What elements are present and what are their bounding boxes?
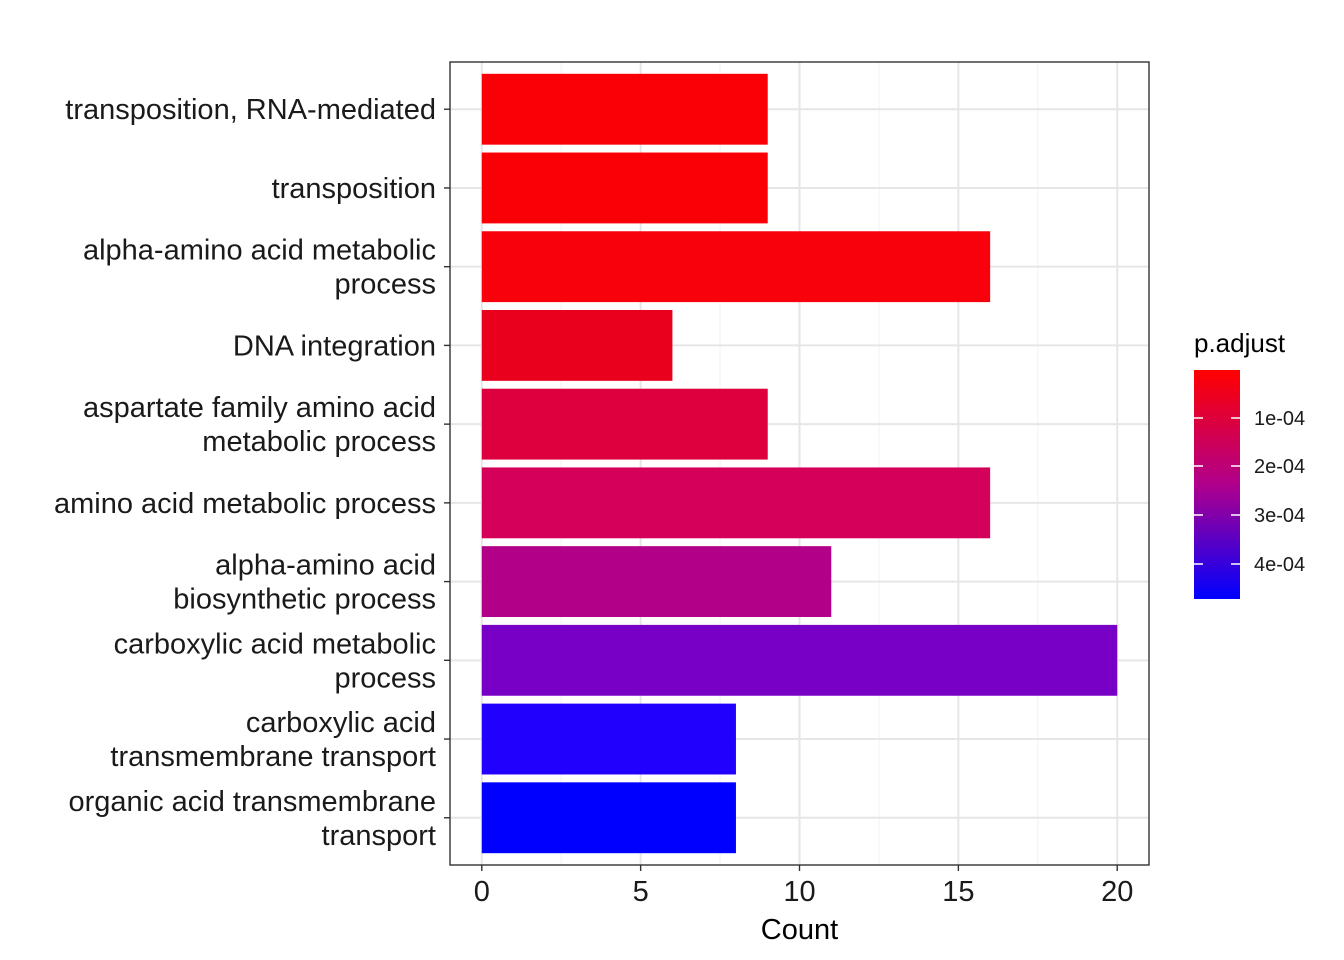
x-tick-label: 5	[633, 876, 649, 908]
y-tick-label: alpha-amino acid	[215, 550, 436, 582]
y-tick-label: transmembrane transport	[110, 741, 436, 773]
y-tick-label: transposition, RNA-mediated	[65, 94, 436, 126]
y-tick-label: biosynthetic process	[173, 584, 436, 616]
y-tick-label: metabolic process	[202, 426, 436, 458]
y-tick-label: carboxylic acid metabolic	[114, 628, 436, 660]
bar	[481, 782, 736, 854]
y-tick-label: amino acid metabolic process	[54, 488, 436, 520]
bar	[481, 309, 673, 381]
bar	[481, 73, 768, 145]
y-tick-label: transport	[322, 820, 436, 852]
legend-colorbar	[1194, 370, 1240, 599]
legend-label: 1e-04	[1254, 408, 1305, 430]
y-tick-label: aspartate family amino acid	[83, 392, 436, 424]
legend-label: 2e-04	[1254, 456, 1305, 478]
y-axis: transposition, RNA-mediated transposition…	[54, 94, 450, 852]
y-tick-label: organic acid transmembrane	[68, 786, 436, 818]
bar	[481, 388, 768, 460]
x-axis-title: Count	[761, 914, 838, 946]
y-tick-label: alpha-amino acid metabolic	[83, 235, 436, 267]
bars	[481, 73, 1118, 854]
x-tick-label: 20	[1101, 876, 1133, 908]
y-tick-label: carboxylic acid	[246, 707, 436, 739]
bar	[481, 152, 768, 224]
bar	[481, 231, 991, 303]
bar	[481, 624, 1118, 696]
color-legend: p.adjust 1e-04 2e-04 3e-04 4e-04	[1194, 328, 1305, 599]
bar	[481, 467, 991, 539]
y-tick-label: process	[334, 662, 436, 694]
x-tick-label: 15	[942, 876, 974, 908]
x-axis: 0 5 10 15 20	[474, 865, 1133, 908]
x-tick-label: 0	[474, 876, 490, 908]
y-tick-label: transposition	[272, 173, 436, 205]
bar	[481, 546, 832, 618]
bar	[481, 703, 736, 775]
legend-title: p.adjust	[1194, 328, 1286, 358]
y-tick-label: process	[334, 269, 436, 301]
x-tick-label: 10	[783, 876, 815, 908]
legend-label: 4e-04	[1254, 554, 1305, 576]
legend-label: 3e-04	[1254, 505, 1305, 527]
y-tick-label: DNA integration	[233, 330, 436, 362]
